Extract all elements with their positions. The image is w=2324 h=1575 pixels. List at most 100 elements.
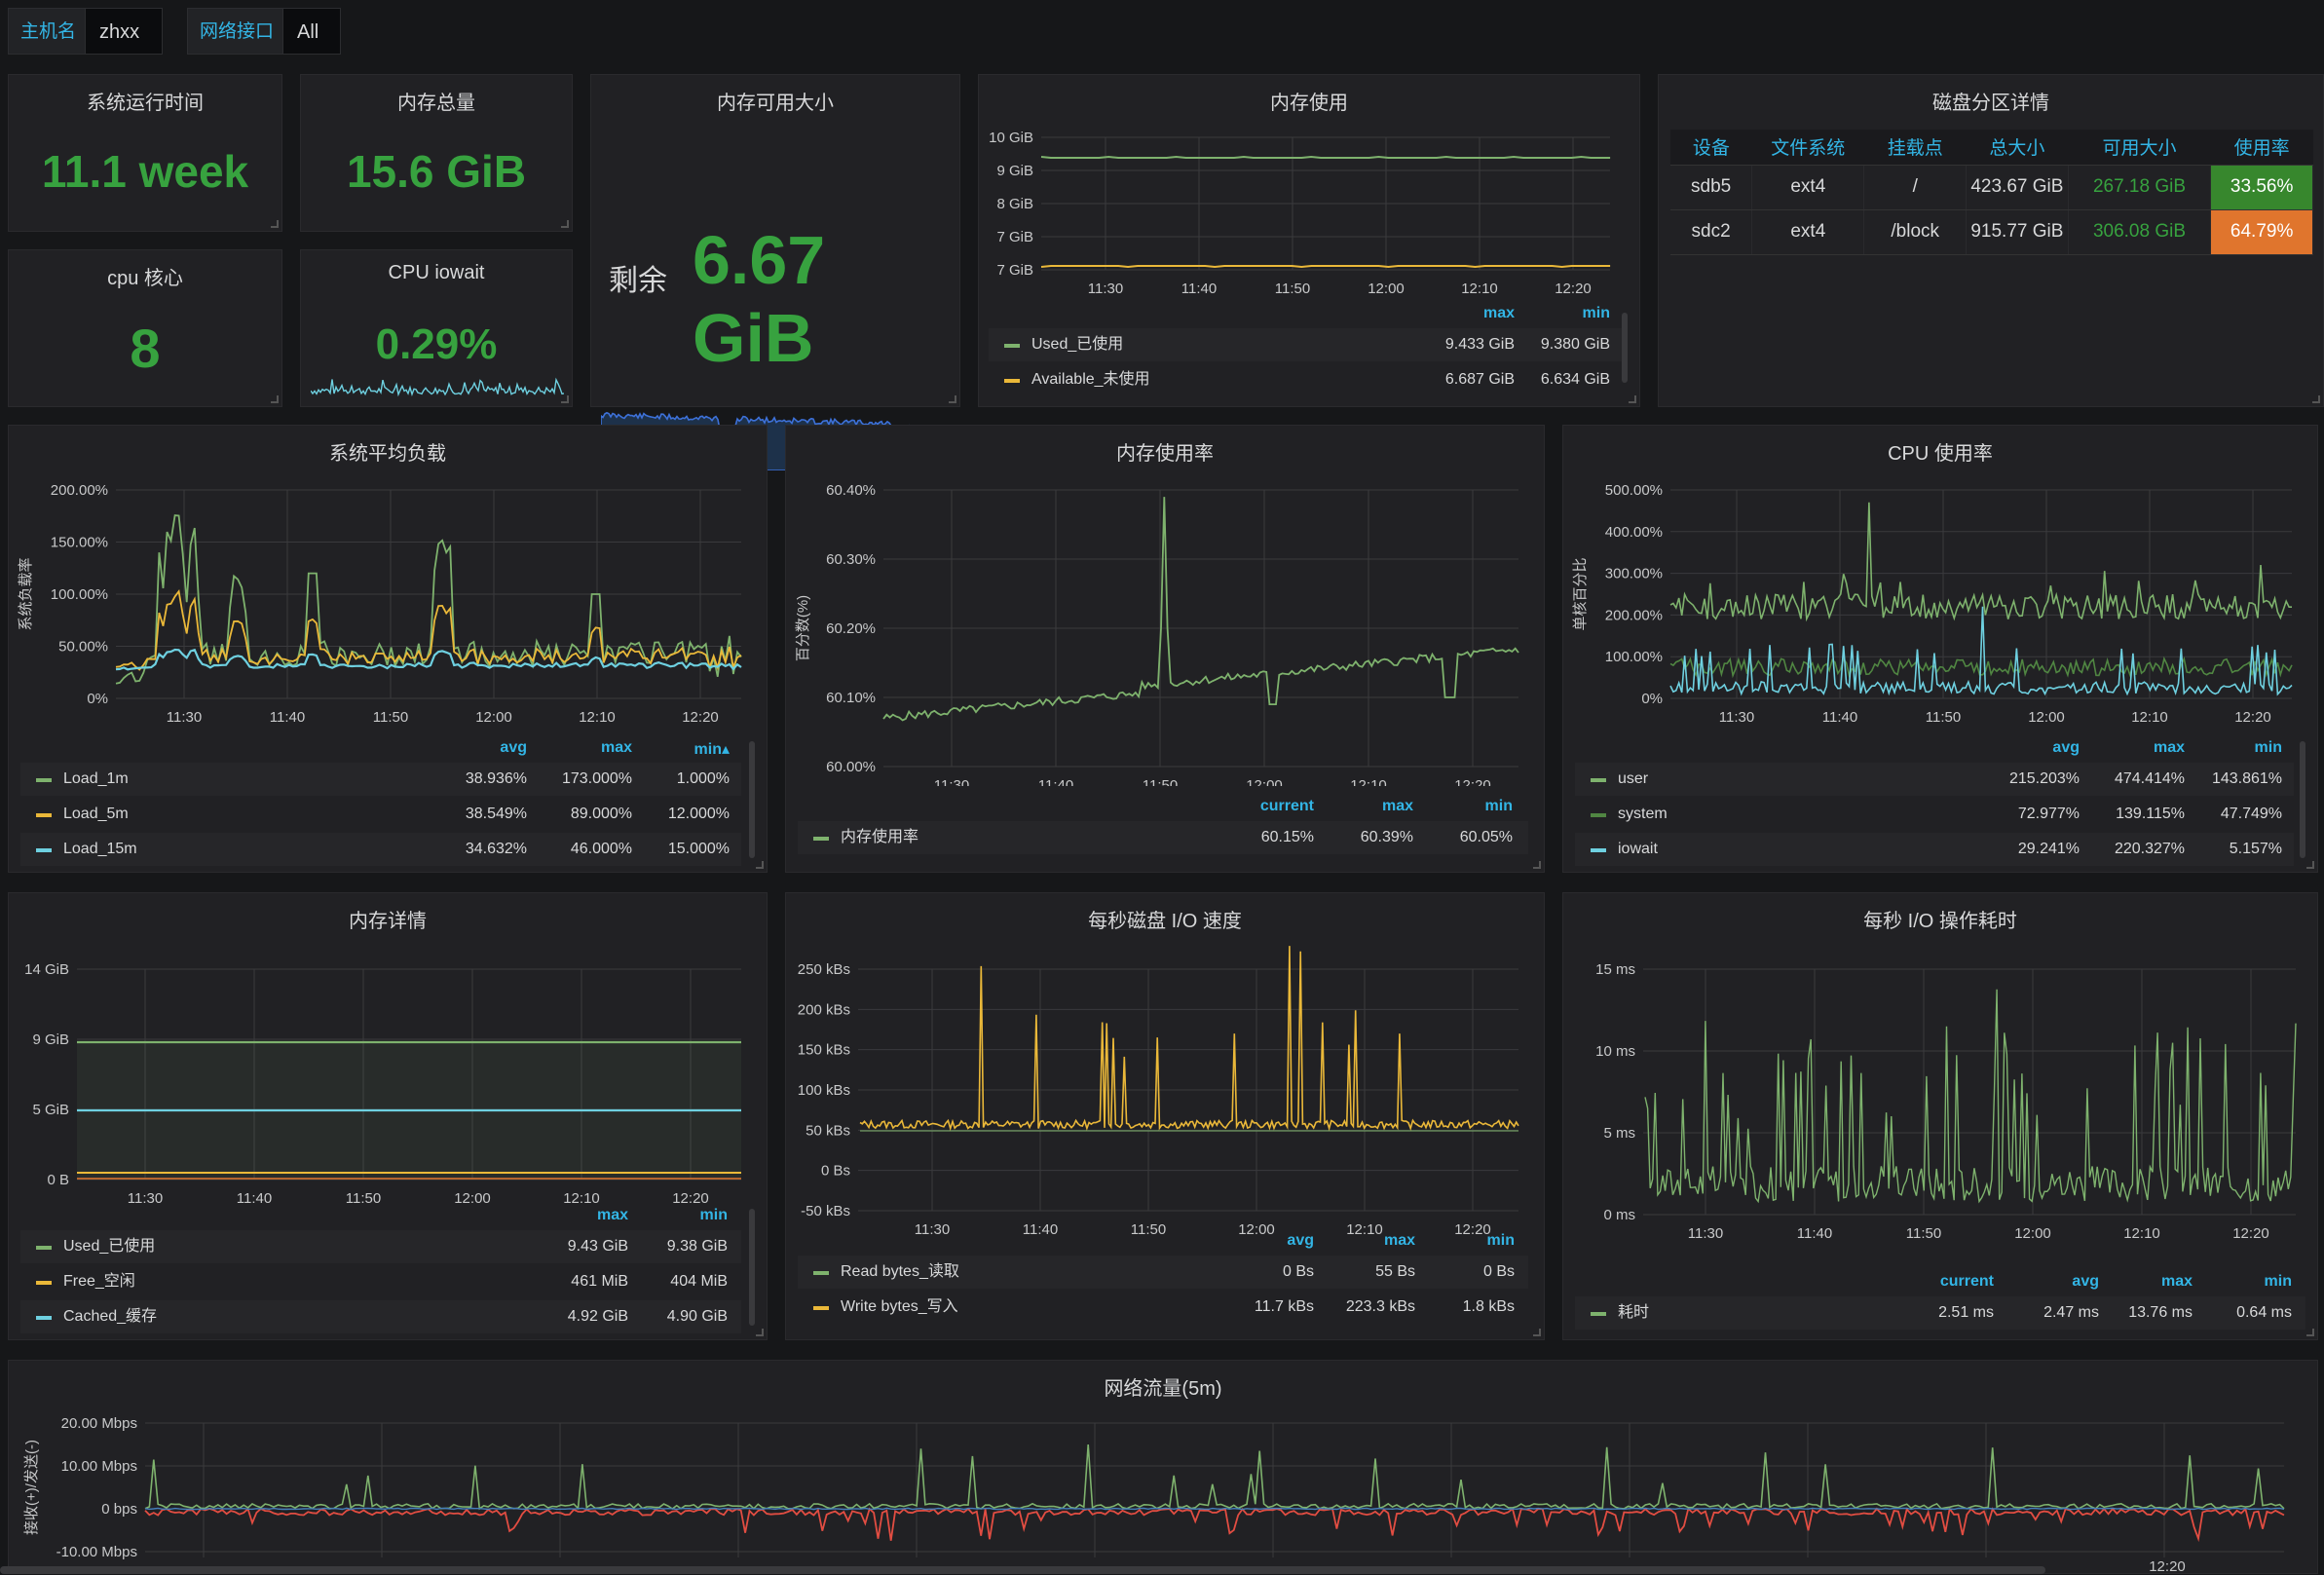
resize-handle[interactable] [756, 1329, 764, 1336]
col-total[interactable]: 总大小 [1966, 130, 2069, 166]
legend-item[interactable]: 耗时 0.64 ms 13.76 ms 2.47 ms 2.51 ms [1575, 1296, 2305, 1330]
mem-usage-panel[interactable]: 内存使用 10 GiB 9 GiB 8 GiB 7 GiB 7 GiB 11:30 11:4… [978, 74, 1640, 407]
resize-handle[interactable] [756, 861, 764, 869]
x-tick-label: 12:20 [2149, 1558, 2186, 1575]
panel-title: CPU iowait [388, 262, 485, 283]
legend-header-0[interactable]: min [2254, 739, 2282, 756]
resize-handle[interactable] [1533, 1329, 1541, 1336]
y-tick-label: -50 kBs [801, 1203, 850, 1219]
panel-title: 系统运行时间 [87, 93, 204, 114]
cpu-cores-panel[interactable]: cpu 核心 8 [8, 249, 282, 407]
legend-swatch [36, 813, 52, 817]
y-tick-label: 50.00% [58, 639, 108, 656]
disk-panel[interactable]: 磁盘分区详情 设备 文件系统 挂载点 总大小 可用大小 使用率 sdb5 ext… [1658, 74, 2324, 407]
col-device[interactable]: 设备 [1670, 130, 1752, 166]
legend-header-0[interactable]: min [1486, 1232, 1515, 1249]
x-tick-label: 11:40 [1797, 1225, 1832, 1242]
legend-item[interactable]: Load_5m 12.000% 89.000% 38.549% [20, 798, 741, 831]
y-tick-label: 9 GiB [996, 163, 1033, 179]
resize-handle[interactable] [2306, 861, 2314, 869]
table-row: sdc2 ext4 /block 915.77 GiB 306.08 GiB 6… [1670, 209, 2313, 255]
mem-detail-panel[interactable]: 内存详情 14 GiB 9 GiB 5 GiB 0 B 11:30 11:40 11:50 1… [8, 892, 768, 1340]
col-avail[interactable]: 可用大小 [2068, 130, 2211, 166]
legend-item[interactable]: Load_15m 15.000% 46.000% 34.632% [20, 833, 741, 866]
legend-header-3[interactable]: current [1939, 1273, 1994, 1290]
legend-header-2[interactable]: avg [2052, 739, 2080, 756]
resize-handle[interactable] [271, 395, 279, 403]
resize-handle[interactable] [271, 220, 279, 228]
col-fs[interactable]: 文件系统 [1751, 130, 1864, 166]
legend-item[interactable]: Cached_缓存 4.90 GiB 4.92 GiB [20, 1300, 741, 1333]
resize-handle[interactable] [1629, 395, 1636, 403]
y-tick-label: 20.00 Mbps [61, 1415, 137, 1432]
cpu-iowait-panel[interactable]: CPU iowait 0.29% [300, 249, 573, 407]
legend-item[interactable]: Available_未使用 6.634 GiB 6.687 GiB [989, 363, 1622, 396]
legend-scrollbar[interactable] [749, 741, 755, 858]
legend-item[interactable]: Used_已使用 9.380 GiB 9.433 GiB [989, 328, 1622, 361]
legend-item[interactable]: Free_空闲 404 MiB 461 MiB [20, 1265, 741, 1298]
legend-item[interactable]: user 143.861% 474.414% 215.203% [1575, 763, 2294, 796]
legend-header-1[interactable]: max [1482, 305, 1515, 321]
legend-item[interactable]: 内存使用率 60.05% 60.39% 60.15% [798, 821, 1528, 854]
resize-handle[interactable] [2312, 395, 2320, 403]
legend-header-0[interactable]: min [699, 1207, 728, 1223]
series-line [1040, 265, 1611, 269]
cpu-panel[interactable]: CPU 使用率 500.00% 400.00% 300.00% 200.00% 100.… [1562, 425, 2318, 873]
io-time-panel[interactable]: 每秒 I/O 操作耗时 15 ms 10 ms 5 ms 0 ms 11:30 11:40… [1562, 892, 2318, 1340]
legend-header-2[interactable]: current [1259, 798, 1314, 814]
legend-header-1[interactable]: max [1381, 798, 1413, 814]
cell-avail: 267.18 GiB [2068, 165, 2212, 210]
legend-header-2[interactable]: avg [1287, 1232, 1314, 1249]
disk-io-panel[interactable]: 每秒磁盘 I/O 速度 250 kBs 200 kBs 150 kBs 100 kBs… [785, 892, 1545, 1340]
series-line [144, 1507, 2285, 1511]
y-tick-label: 0 ms [1603, 1207, 1635, 1223]
cell-usage: 64.79% [2210, 209, 2313, 255]
legend-scrollbar[interactable] [1622, 313, 1628, 383]
legend-item[interactable]: system 47.749% 139.115% 72.977% [1575, 798, 2294, 831]
series-line [1669, 606, 2293, 696]
col-mount[interactable]: 挂载点 [1863, 130, 1967, 166]
network-panel[interactable]: 网络流量(5m) 20.00 Mbps 10.00 Mbps 0 bps -10.00… [8, 1360, 2318, 1575]
legend-value: 220.327% [2114, 841, 2185, 857]
uptime-panel[interactable]: 系统运行时间 11.1 week [8, 74, 282, 232]
host-select[interactable]: zhxx [85, 8, 163, 84]
resize-handle[interactable] [1533, 861, 1541, 869]
legend-header-1[interactable]: max [2153, 739, 2185, 756]
legend-value: 1.8 kBs [1462, 1298, 1515, 1315]
legend-header-2[interactable]: avg [500, 739, 527, 756]
iface-select[interactable]: All [282, 8, 341, 84]
legend-scrollbar[interactable] [749, 1209, 755, 1326]
legend-header-1[interactable]: max [596, 1207, 628, 1223]
legend-item[interactable]: Load_1m 1.000% 173.000% 38.936% [20, 763, 741, 796]
y-tick-label: 60.00% [826, 759, 876, 775]
series-line [1669, 502, 2292, 622]
mem-total-panel[interactable]: 内存总量 15.6 GiB [300, 74, 573, 232]
cell-mount: /block [1863, 209, 1968, 255]
legend-item[interactable]: iowait 5.157% 220.327% 29.241% [1575, 833, 2294, 866]
legend-header-2[interactable]: avg [2072, 1273, 2099, 1290]
mem-avail-panel[interactable]: 内存可用大小 剩余 6.67 GiB [590, 74, 960, 470]
legend-header-0[interactable]: min [1484, 798, 1513, 814]
legend-header-1[interactable]: max [2160, 1273, 2193, 1290]
resize-handle[interactable] [2306, 1329, 2314, 1336]
legend-header-1[interactable]: max [1383, 1232, 1415, 1249]
legend-header-0[interactable]: min [1582, 305, 1610, 321]
legend-value: 89.000% [570, 806, 632, 822]
legend-item[interactable]: Read bytes_读取 0 Bs 55 Bs 0 Bs [798, 1256, 1528, 1289]
resize-handle[interactable] [949, 395, 956, 403]
resize-handle[interactable] [561, 220, 569, 228]
y-axis-label: 接收(+)/发送(-) [23, 1440, 40, 1535]
legend-swatch [36, 1246, 52, 1250]
legend-header-0[interactable]: min [2264, 1273, 2292, 1290]
legend-header-0[interactable]: min▴ [693, 741, 730, 758]
legend-item[interactable]: Write bytes_写入 1.8 kBs 223.3 kBs 11.7 kBs [798, 1291, 1528, 1324]
legend-scrollbar[interactable] [2300, 741, 2305, 858]
legend-header-1[interactable]: max [600, 739, 632, 756]
col-usage[interactable]: 使用率 [2210, 130, 2313, 166]
page-scrollbar[interactable] [0, 1566, 2045, 1574]
legend-value: 29.241% [2017, 841, 2080, 857]
load-panel[interactable]: 系统平均负载 200.00% 150.00% 100.00% 50.00% 0% 11:3… [8, 425, 768, 873]
resize-handle[interactable] [561, 395, 569, 403]
legend-item[interactable]: Used_已使用 9.38 GiB 9.43 GiB [20, 1230, 741, 1263]
mem-rate-panel[interactable]: 内存使用率 60.40% 60.30% 60.20% 60.10% 60.00% 11:3… [785, 425, 1545, 873]
